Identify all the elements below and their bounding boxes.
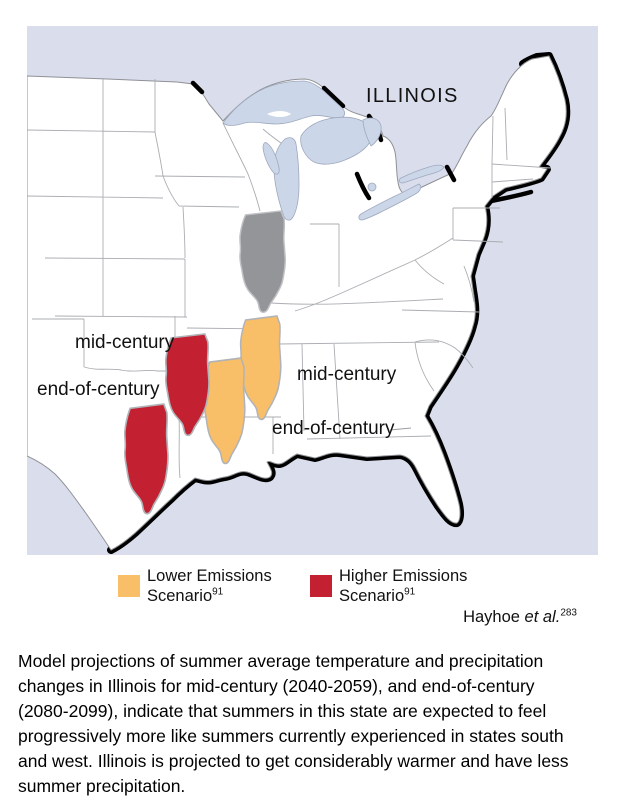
lower-emissions-footnote: 91 — [212, 586, 224, 597]
map-title: ILLINOIS — [366, 85, 459, 107]
figure-caption: Model projections of summer average temp… — [18, 649, 612, 799]
caption-line: Model projections of summer average temp… — [18, 651, 544, 671]
higher-emissions-label: Higher Emissions Scenario91 — [339, 567, 467, 606]
label-higher-end-of-century: end-of-century — [37, 379, 160, 400]
higher-emissions-footnote: 91 — [404, 586, 416, 597]
caption-line: progressively more like summers currentl… — [18, 726, 564, 746]
caption-line: (2080-2099), indicate that summers in th… — [18, 701, 547, 721]
lake-ontario — [398, 164, 445, 184]
source-attribution: Hayhoe et al.283 — [0, 608, 577, 627]
lower-emissions-label: Lower Emissions Scenario91 — [147, 567, 272, 606]
georgian-bay — [362, 117, 382, 147]
state-borders — [27, 79, 552, 479]
label-lower-mid-century: mid-century — [297, 364, 397, 385]
higher-emissions-line1: Higher Emissions — [339, 567, 468, 585]
us-map-svg — [27, 26, 598, 555]
higher-emissions-swatch — [310, 575, 332, 597]
label-lower-end-of-century: end-of-century — [272, 418, 395, 439]
lake-st-clair — [367, 182, 377, 192]
attribution-footnote: 283 — [560, 607, 577, 619]
lower-emissions-line1: Lower Emissions — [147, 567, 272, 585]
higher-emissions-line2: Scenario — [339, 586, 405, 605]
lower-emissions-line2: Scenario — [147, 586, 213, 605]
end-of-century-leader-line — [389, 427, 412, 431]
label-higher-mid-century: mid-century — [75, 332, 175, 353]
caption-line: changes in Illinois for mid-century (204… — [18, 676, 535, 696]
lake-erie — [358, 183, 422, 221]
attribution-etal: et al. — [524, 608, 561, 626]
lower-emissions-swatch — [118, 575, 140, 597]
long-island-shadow — [483, 189, 534, 205]
superior-island — [267, 111, 291, 117]
green-bay — [262, 142, 280, 175]
us-map — [27, 26, 598, 555]
caption-line: and west. Illinois is projected to get c… — [18, 751, 569, 771]
caption-line: summer precipitation. — [18, 776, 186, 796]
attribution-name: Hayhoe — [463, 608, 525, 626]
